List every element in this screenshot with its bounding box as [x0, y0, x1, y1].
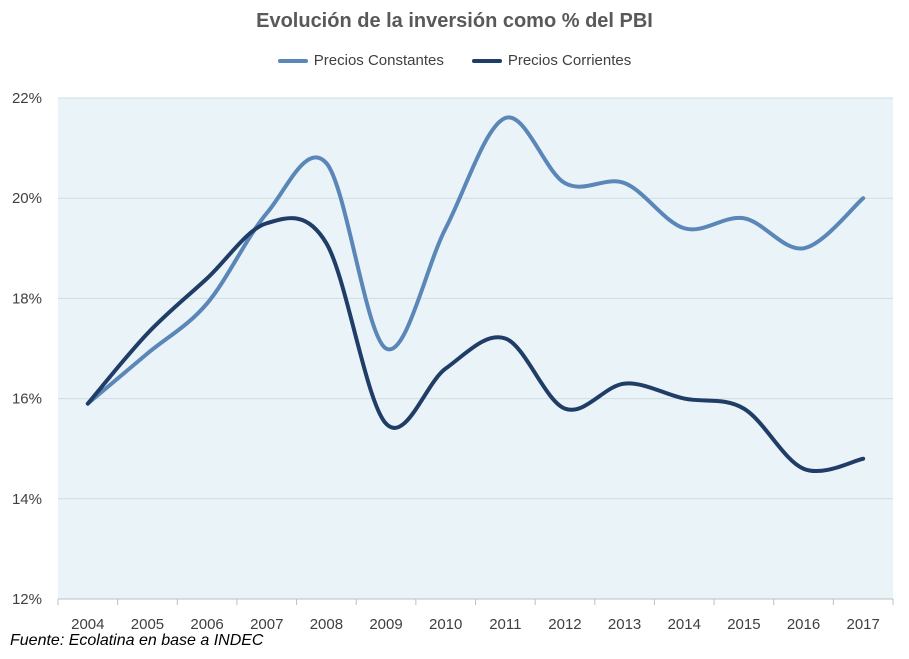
y-tick-label: 22% — [12, 90, 42, 107]
y-tick-label: 12% — [12, 591, 42, 608]
y-tick-label: 14% — [12, 491, 42, 508]
legend-label-corrientes: Precios Corrientes — [507, 52, 632, 69]
legend-label-constantes: Precios Constantes — [313, 52, 444, 69]
x-tick-label: 2008 — [310, 616, 343, 633]
x-tick-label: 2004 — [71, 616, 104, 633]
x-tick-label: 2016 — [787, 616, 820, 633]
y-tick-label: 20% — [12, 190, 42, 207]
x-tick-label: 2010 — [429, 616, 462, 633]
chart-title: Evolución de la inversión como % del PBI — [256, 10, 653, 32]
source-note: Fuente: Ecolatina en base a INDEC — [10, 632, 264, 649]
legend-swatch-corrientes — [471, 58, 502, 63]
legend-swatch-constantes — [277, 58, 308, 63]
x-tick-label: 2011 — [489, 616, 521, 633]
x-tick-label: 2006 — [190, 616, 223, 633]
x-tick-label: 2014 — [668, 616, 701, 633]
chart-legend: Precios Constantes Precios Corrientes — [0, 52, 909, 69]
x-tick-label: 2005 — [131, 616, 164, 633]
x-tick-label: 2012 — [548, 616, 581, 633]
x-tick-label: 2009 — [369, 616, 402, 633]
series-line-precios-corrientes — [85, 216, 866, 474]
x-tick-label: 2017 — [846, 616, 879, 633]
series-line-precios-constantes — [85, 115, 866, 406]
legend-item-constantes: Precios Constantes — [277, 52, 444, 69]
x-tick-label: 2015 — [727, 616, 760, 633]
legend-item-corrientes: Precios Corrientes — [471, 52, 632, 69]
plot-area — [58, 98, 893, 599]
y-tick-label: 16% — [12, 391, 42, 408]
x-tick-label: 2007 — [250, 616, 283, 633]
x-tick-label: 2013 — [608, 616, 641, 633]
y-tick-label: 18% — [12, 290, 42, 307]
